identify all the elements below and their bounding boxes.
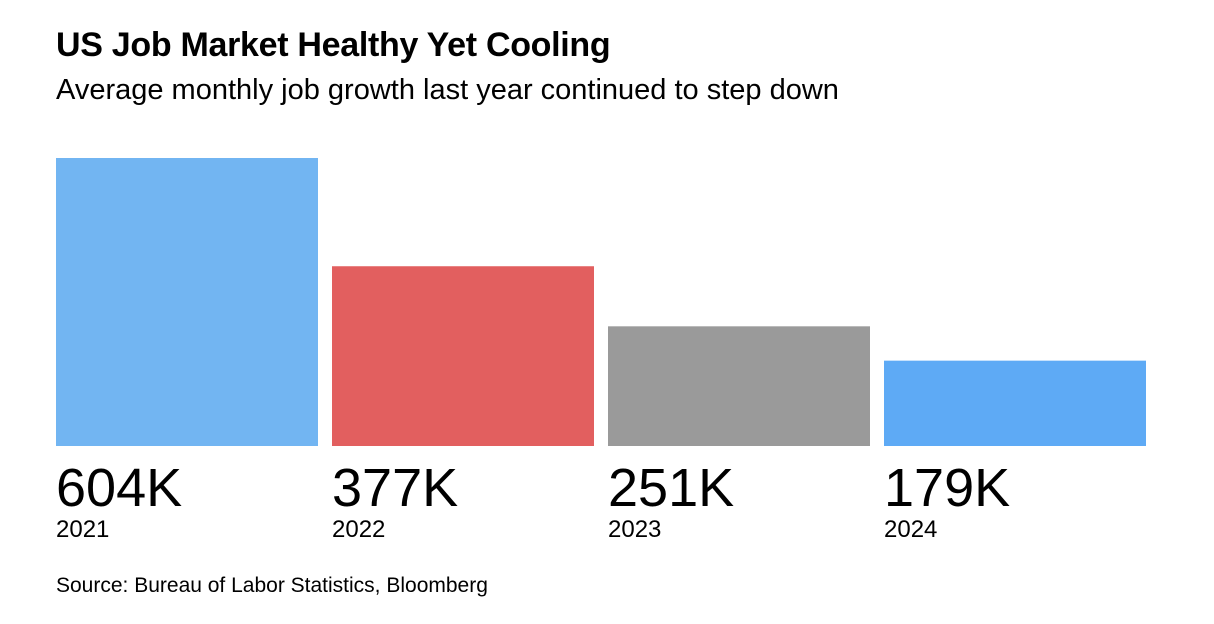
source-note: Source: Bureau of Labor Statistics, Bloo… [56,574,488,597]
category-label-2022: 2022 [332,516,385,543]
bar-2024 [884,360,1146,446]
value-label-2021: 604K [56,458,182,518]
bar-2021 [56,158,318,446]
value-label-2022: 377K [332,458,458,518]
chart-title: US Job Market Healthy Yet Cooling [56,26,611,64]
bar-2023 [608,326,870,446]
category-label-2023: 2023 [608,516,661,543]
bar-2022 [332,266,594,446]
value-label-2023: 251K [608,458,734,518]
chart-subtitle: Average monthly job growth last year con… [56,74,839,106]
category-label-2024: 2024 [884,516,937,543]
category-label-2021: 2021 [56,516,109,543]
value-label-2024: 179K [884,458,1010,518]
